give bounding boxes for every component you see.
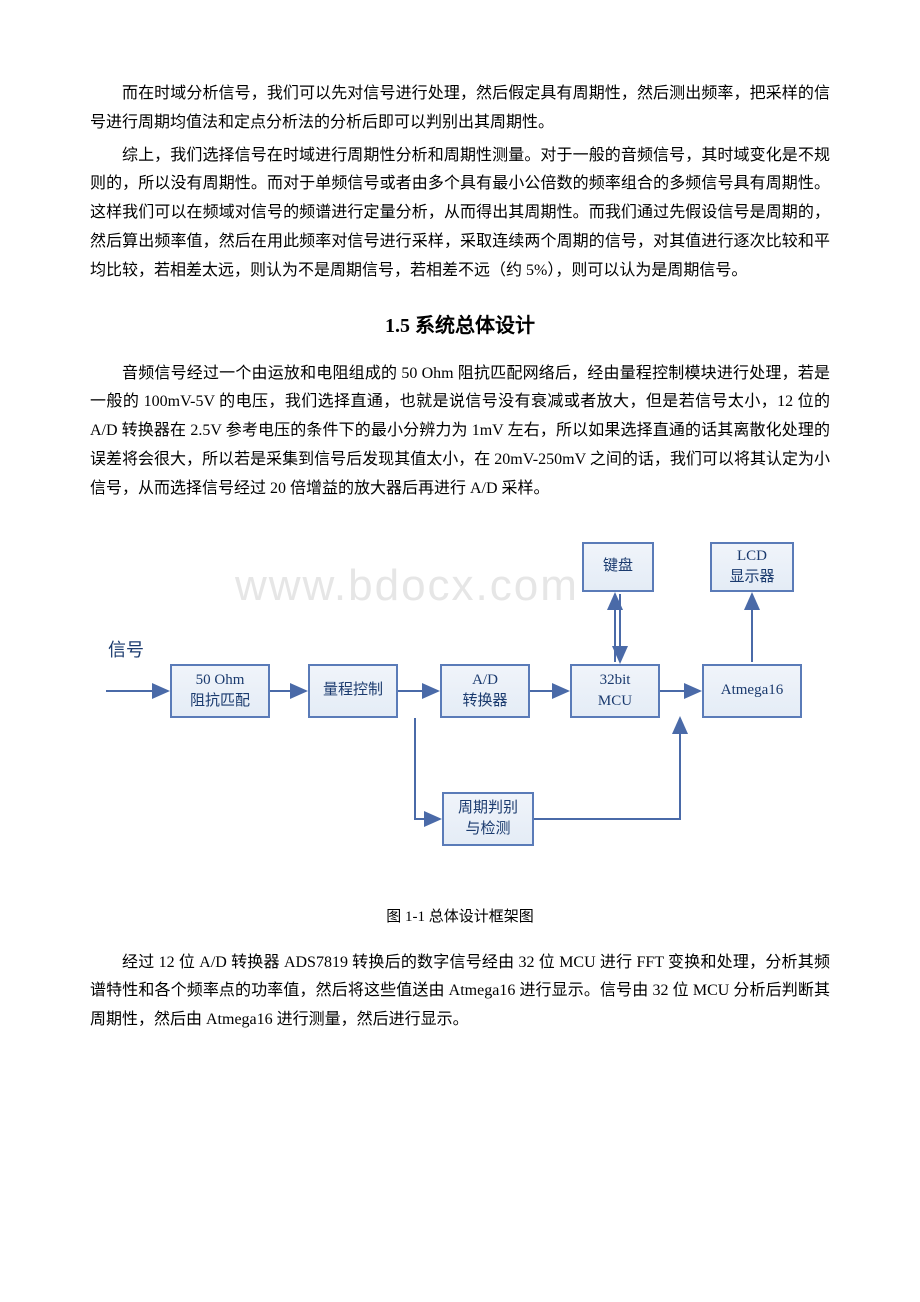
box-atmega: Atmega16 — [702, 664, 802, 718]
box-atmega-line1: Atmega16 — [721, 680, 783, 701]
box-impedance: 50 Ohm 阻抗匹配 — [170, 664, 270, 718]
box-impedance-line2: 阻抗匹配 — [190, 691, 250, 712]
system-block-diagram: www.bdocx.com 信号 50 Ohm 阻抗匹配 量程控制 A/D 转换… — [90, 524, 830, 884]
box-keyboard-line1: 键盘 — [603, 556, 633, 577]
box-lcd: LCD 显示器 — [710, 542, 794, 592]
section-title: 1.5 系统总体设计 — [90, 308, 830, 344]
box-impedance-line1: 50 Ohm — [196, 670, 245, 691]
paragraph-1: 而在时域分析信号，我们可以先对信号进行处理，然后假定具有周期性，然后测出频率，把… — [90, 80, 830, 138]
box-adc-line1: A/D — [472, 670, 498, 691]
box-period-line1: 周期判别 — [458, 798, 518, 819]
box-period-line2: 与检测 — [465, 819, 510, 840]
box-lcd-line2: 显示器 — [729, 567, 774, 588]
box-range: 量程控制 — [308, 664, 398, 718]
box-lcd-line1: LCD — [737, 546, 767, 567]
box-adc: A/D 转换器 — [440, 664, 530, 718]
box-range-line1: 量程控制 — [323, 680, 383, 701]
paragraph-3: 音频信号经过一个由运放和电阻组成的 50 Ohm 阻抗匹配网络后，经由量程控制模… — [90, 360, 830, 504]
signal-input-label: 信号 — [108, 634, 144, 666]
paragraph-2: 综上，我们选择信号在时域进行周期性分析和周期性测量。对于一般的音频信号，其时域变… — [90, 142, 830, 286]
box-keyboard: 键盘 — [582, 542, 654, 592]
box-period: 周期判别 与检测 — [442, 792, 534, 846]
box-mcu-line1: 32bit — [600, 670, 631, 691]
figure-caption: 图 1-1 总体设计框架图 — [90, 904, 830, 931]
box-mcu: 32bit MCU — [570, 664, 660, 718]
paragraph-4: 经过 12 位 A/D 转换器 ADS7819 转换后的数字信号经由 32 位 … — [90, 949, 830, 1035]
box-adc-line2: 转换器 — [462, 691, 507, 712]
box-mcu-line2: MCU — [598, 691, 632, 712]
